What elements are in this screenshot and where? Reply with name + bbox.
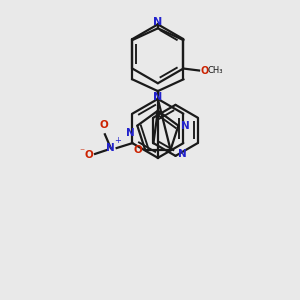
Text: CH₃: CH₃	[208, 66, 224, 75]
Text: O: O	[200, 65, 208, 76]
Text: N: N	[178, 149, 187, 159]
Text: N: N	[126, 128, 134, 138]
Text: O: O	[100, 120, 108, 130]
Text: ⁻: ⁻	[79, 147, 84, 157]
Text: N: N	[106, 143, 115, 153]
Text: +: +	[114, 136, 121, 145]
Text: O: O	[134, 145, 142, 155]
Text: O: O	[84, 150, 93, 160]
Text: N: N	[153, 17, 163, 27]
Text: N: N	[153, 92, 163, 102]
Text: N: N	[181, 121, 190, 131]
